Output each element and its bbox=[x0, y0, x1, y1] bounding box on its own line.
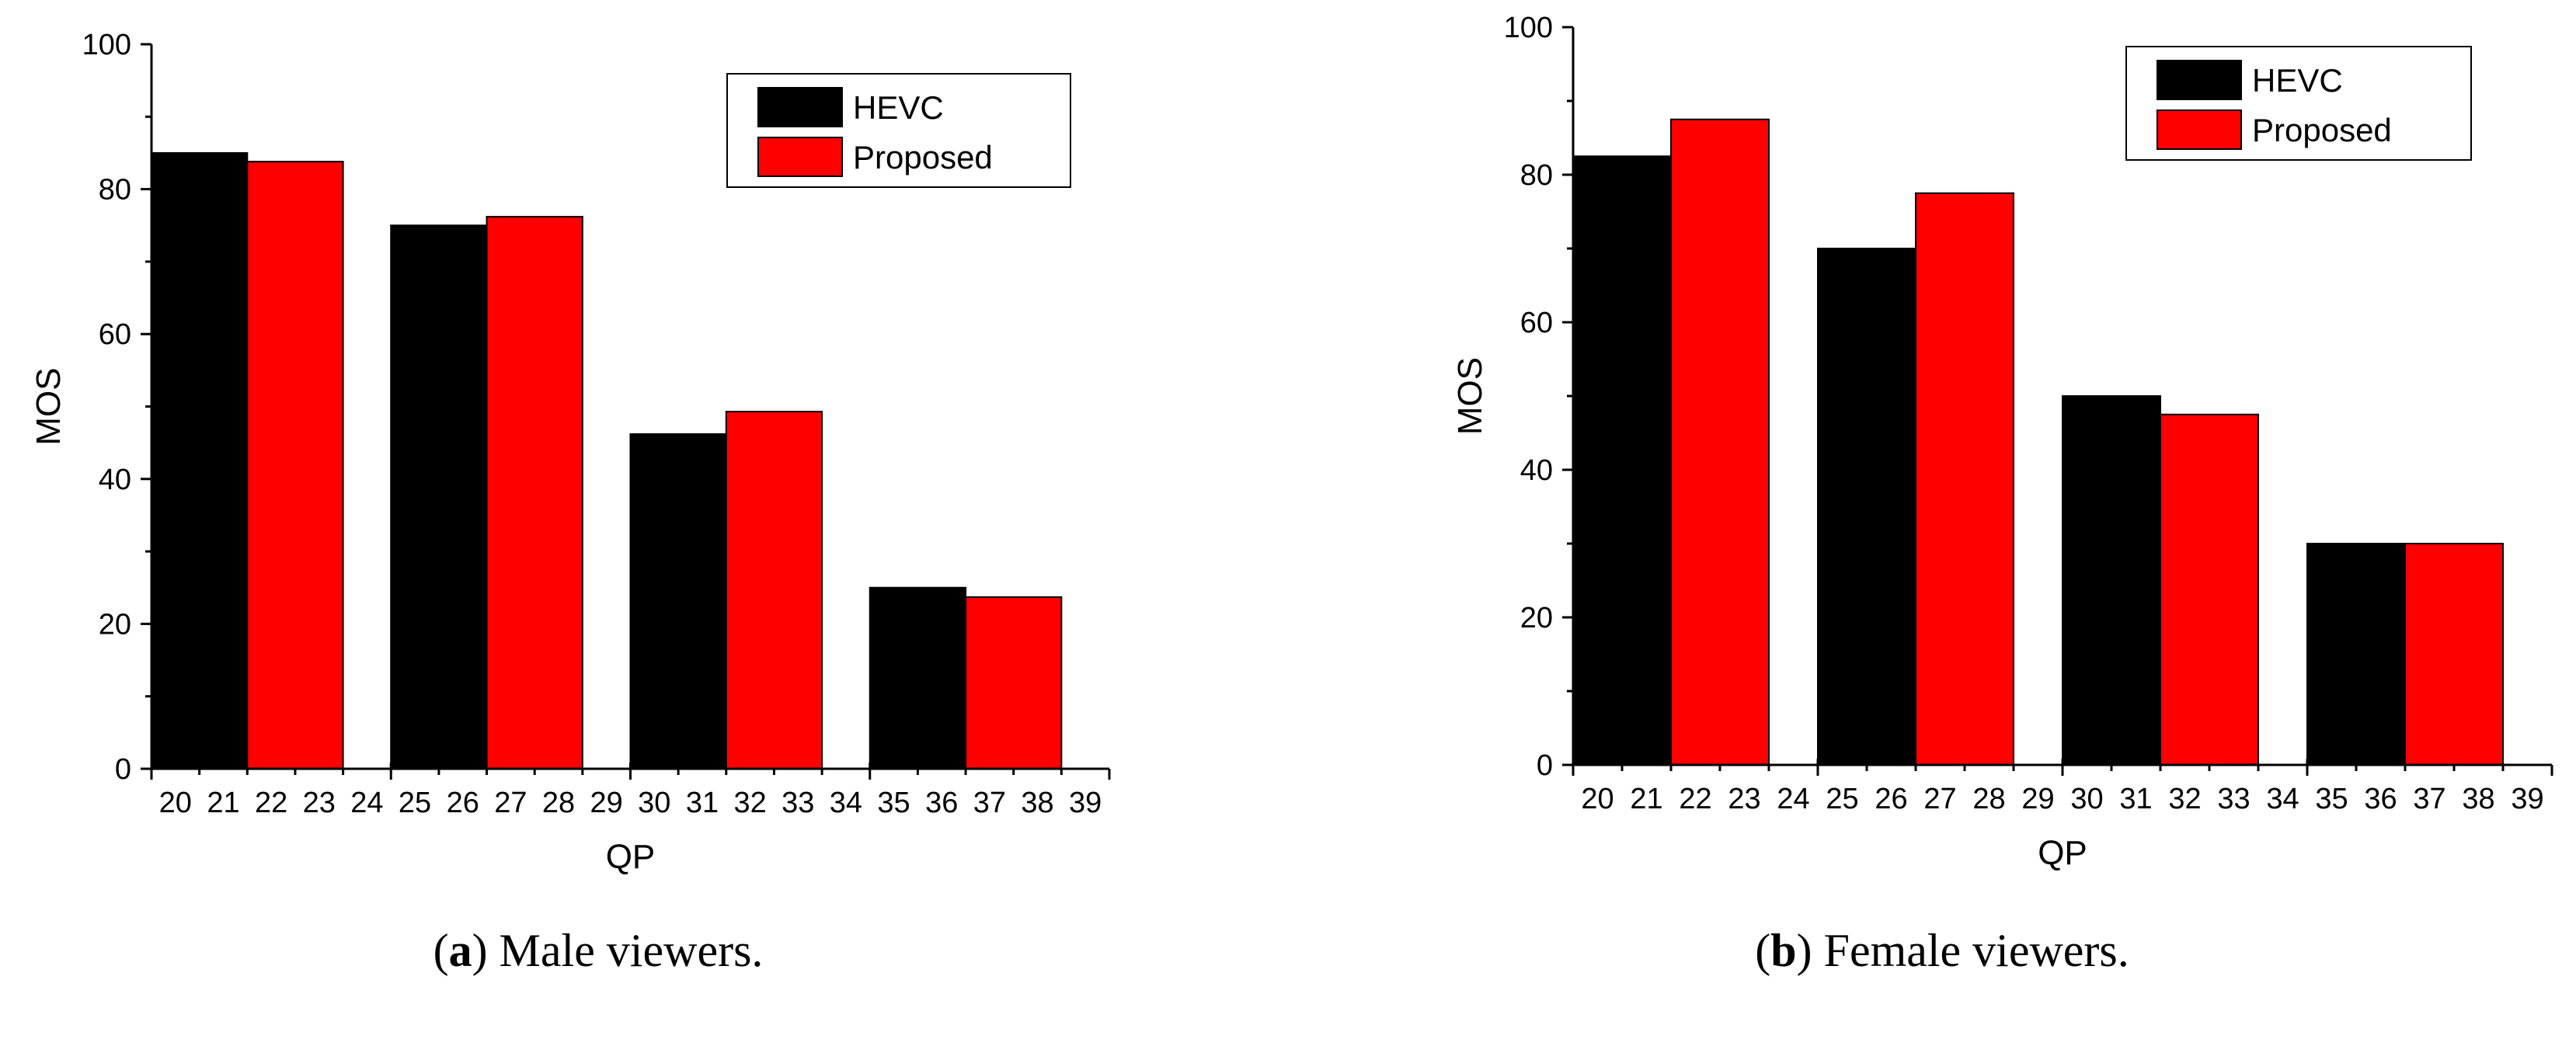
x-tick-label: 21 bbox=[1630, 783, 1662, 815]
x-tick-label: 27 bbox=[494, 787, 527, 819]
x-tick-label: 30 bbox=[2070, 783, 2103, 815]
chart-female-viewers: 0 20 40 60 80 100 20 21 22 23 24 25 26 27 28 29 30 31 32 33… bbox=[1451, 12, 2553, 872]
chart-male-viewers: 0 20 40 60 80 100 20 21 22 23 24 25 26 27 28 29 30 31 32 33… bbox=[30, 29, 1111, 876]
legend-swatch-hevc bbox=[2157, 60, 2242, 100]
x-tick-label: 36 bbox=[925, 787, 958, 819]
bar-hevc-2 bbox=[1817, 248, 1916, 766]
caption-text: Female viewers. bbox=[1823, 925, 2129, 976]
y-tick-label: 80 bbox=[99, 174, 131, 207]
x-tick-label: 21 bbox=[207, 787, 239, 819]
caption-letter: a bbox=[448, 925, 472, 976]
y-tick-label: 0 bbox=[1537, 749, 1553, 782]
x-tick-label: 28 bbox=[542, 787, 575, 819]
y-tick-label: 60 bbox=[1520, 307, 1553, 339]
x-tick-label: 23 bbox=[303, 787, 336, 819]
caption-letter: b bbox=[1770, 925, 1797, 976]
x-tick-label: 22 bbox=[255, 787, 287, 819]
legend-swatch-hevc bbox=[757, 87, 843, 127]
caption-text: Male viewers. bbox=[499, 925, 764, 976]
x-tick-label: 24 bbox=[350, 787, 383, 819]
caption-female: (b) Female viewers. bbox=[1755, 925, 2129, 976]
x-tick-label: 28 bbox=[1972, 783, 2005, 815]
x-tick-label: 25 bbox=[399, 787, 431, 819]
legend-label-hevc: HEVC bbox=[2252, 62, 2343, 99]
x-tick-label: 35 bbox=[877, 787, 910, 819]
y-tick-label: 20 bbox=[99, 608, 131, 641]
bar-hevc-1 bbox=[151, 151, 249, 770]
y-tick-label: 80 bbox=[1520, 159, 1553, 192]
x-tick-label: 22 bbox=[1679, 783, 1711, 815]
bar-proposed-1 bbox=[246, 161, 344, 770]
legend-label-proposed: Proposed bbox=[2252, 112, 2392, 148]
x-tick-label: 26 bbox=[447, 787, 479, 819]
caption-male: (a) Male viewers. bbox=[433, 925, 764, 976]
y-tick-label: 100 bbox=[1504, 12, 1553, 44]
x-tick-label: 29 bbox=[590, 787, 623, 819]
x-tick-label: 37 bbox=[973, 787, 1006, 819]
x-tick-label: 33 bbox=[2217, 783, 2250, 815]
legend-label-proposed: Proposed bbox=[853, 139, 993, 175]
x-tick-label: 23 bbox=[1728, 783, 1760, 815]
x-tick-label: 38 bbox=[1021, 787, 1053, 819]
y-axis-label: MOS bbox=[30, 367, 68, 445]
x-axis-label: QP bbox=[2038, 834, 2087, 872]
x-tick-label: 34 bbox=[2266, 783, 2299, 815]
x-tick-label: 39 bbox=[2511, 783, 2543, 815]
bar-proposed-4 bbox=[2404, 543, 2504, 766]
legend-swatch-proposed bbox=[2157, 109, 2242, 150]
bar-hevc-2 bbox=[390, 224, 488, 770]
x-tick-label: 20 bbox=[1581, 783, 1613, 815]
y-tick-label: 60 bbox=[99, 318, 131, 351]
legend-swatch-proposed bbox=[757, 137, 843, 177]
bar-proposed-3 bbox=[2160, 413, 2259, 766]
x-tick-label: 32 bbox=[733, 787, 766, 819]
x-tick-label: 35 bbox=[2315, 783, 2348, 815]
x-axis-label: QP bbox=[606, 838, 656, 876]
y-tick-label: 20 bbox=[1520, 602, 1553, 634]
bar-hevc-1 bbox=[1572, 155, 1672, 766]
x-tick-label: 24 bbox=[1777, 783, 1809, 815]
x-tick-label: 37 bbox=[2413, 783, 2445, 815]
bar-hevc-3 bbox=[2062, 395, 2161, 766]
bar-proposed-2 bbox=[486, 216, 583, 770]
legend-label-hevc: HEVC bbox=[853, 89, 944, 126]
x-tick-label: 29 bbox=[2021, 783, 2054, 815]
y-tick-label: 40 bbox=[99, 464, 131, 496]
bar-proposed-1 bbox=[1670, 118, 1770, 766]
bar-hevc-4 bbox=[2306, 543, 2406, 766]
x-tick-label: 20 bbox=[159, 787, 192, 819]
bar-proposed-4 bbox=[965, 596, 1063, 770]
x-tick-label: 31 bbox=[2119, 783, 2152, 815]
x-tick-label: 38 bbox=[2462, 783, 2494, 815]
y-tick-label: 40 bbox=[1520, 454, 1553, 487]
y-tick-label: 100 bbox=[82, 29, 131, 61]
x-tick-label: 26 bbox=[1875, 783, 1907, 815]
x-tick-label: 31 bbox=[686, 787, 719, 819]
y-axis-label: MOS bbox=[1451, 357, 1489, 435]
x-tick-label: 36 bbox=[2364, 783, 2397, 815]
bar-proposed-2 bbox=[1915, 192, 2014, 766]
x-tick-label: 25 bbox=[1826, 783, 1858, 815]
x-tick-label: 33 bbox=[782, 787, 814, 819]
bar-hevc-3 bbox=[629, 433, 727, 770]
x-tick-label: 39 bbox=[1069, 787, 1102, 819]
y-tick-label: 0 bbox=[115, 753, 131, 786]
x-tick-label: 32 bbox=[2168, 783, 2201, 815]
x-tick-label: 30 bbox=[638, 787, 670, 819]
x-tick-label: 27 bbox=[1923, 783, 1956, 815]
bar-hevc-4 bbox=[869, 586, 967, 770]
bar-proposed-3 bbox=[725, 411, 823, 770]
x-tick-label: 34 bbox=[830, 787, 862, 819]
